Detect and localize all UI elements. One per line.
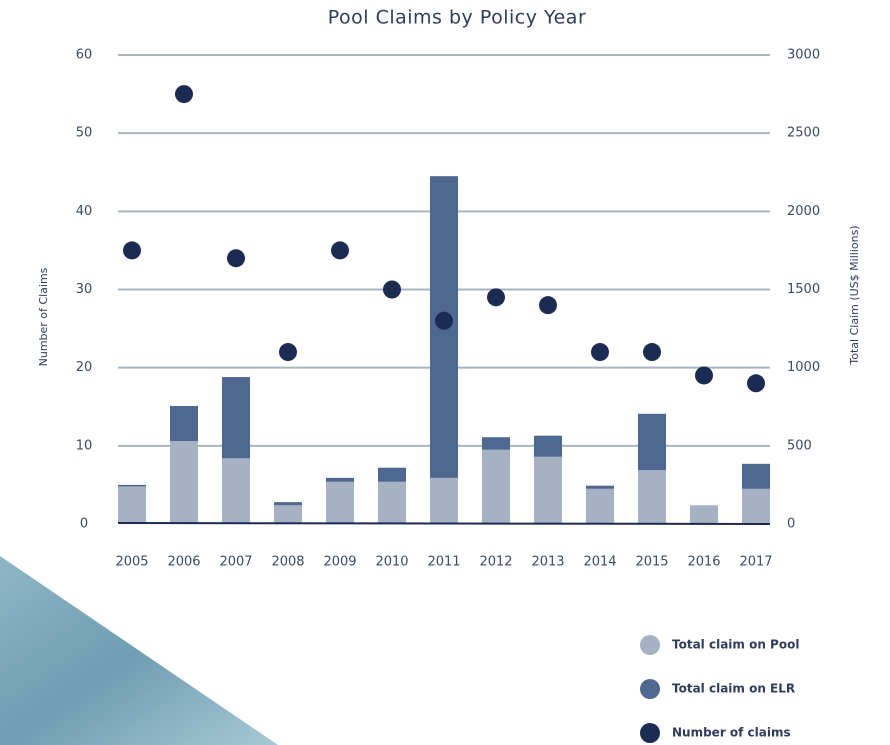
bar [586,488,614,524]
chart-title: Pool Claims by Policy Year [328,7,587,29]
bar [378,481,406,524]
x-tick-label: 2014 [583,555,616,570]
x-tick-label: 2013 [531,555,564,570]
legend-label: Total claim on Pool [672,638,799,652]
legend-swatch [640,723,660,743]
bar [638,413,666,471]
bar [274,505,302,524]
bar [534,435,562,457]
x-tick-label: 2011 [427,555,460,570]
legend-label: Total claim on ELR [672,682,795,696]
line-marker [487,288,505,307]
line-marker [435,311,453,330]
y-tick-label: 50 [76,126,93,141]
baseline [117,522,771,525]
y-tick-label: 0 [80,517,88,532]
y2-tick-label: 2000 [787,204,820,219]
x-tick-label: 2009 [323,555,356,570]
bar [742,488,770,524]
line-marker [123,241,141,260]
decor-water [0,556,278,745]
bar [690,505,718,524]
bar [326,481,354,524]
line-marker [747,374,765,393]
x-tick-label: 2010 [375,555,408,570]
line-marker [539,296,557,315]
bar [326,477,354,482]
bar [222,377,250,459]
x-tick-label: 2016 [687,555,720,570]
y2-tick-label: 1500 [787,282,820,297]
lines [123,85,765,393]
x-tick-label: 2007 [219,555,252,570]
legend-label: Number of claims [672,726,791,740]
bar [118,486,146,524]
y2-tick-label: 0 [787,517,795,532]
x-tick-label: 2008 [271,555,304,570]
bars [118,176,770,524]
y2-axis-title: Total Claim (US$ Millions) [848,225,861,365]
bar [586,485,614,489]
line-marker [643,343,661,362]
legend-swatch [640,635,660,655]
line-marker [227,249,245,268]
line-marker [383,280,401,299]
y2-tick-label: 1000 [787,360,820,375]
bar [222,458,250,524]
bar [378,467,406,482]
bar [742,463,770,489]
y-tick-label: 60 [76,48,93,63]
y2-tick-label: 500 [787,438,812,453]
y-tick-label: 20 [76,360,93,375]
x-tick-label: 2005 [115,555,148,570]
legend-swatch [640,679,660,699]
bar [482,449,510,524]
y2-tick-label: 3000 [787,48,820,63]
line-marker [331,241,349,260]
bar [430,477,458,524]
line-marker [591,343,609,362]
bar [638,470,666,524]
line-marker [279,343,297,362]
line-marker [175,85,193,104]
bar [118,484,146,487]
bar [534,456,562,524]
x-tick-label: 2015 [635,555,668,570]
bar [170,405,198,442]
y-tick-label: 40 [76,204,93,219]
bar [482,437,510,450]
x-tick-label: 2017 [739,555,772,570]
x-tick-label: 2012 [479,555,512,570]
y-axis-title: Number of Claims [37,267,50,366]
legend: Total claim on Pool Total claim on ELR Num… [640,635,799,743]
y-tick-label: 10 [76,438,93,453]
line-marker [695,366,713,385]
y-tick-label: 30 [76,282,93,297]
bar [170,441,198,524]
bar [274,502,302,506]
y2-tick-label: 2500 [787,126,820,141]
x-tick-label: 2006 [167,555,200,570]
